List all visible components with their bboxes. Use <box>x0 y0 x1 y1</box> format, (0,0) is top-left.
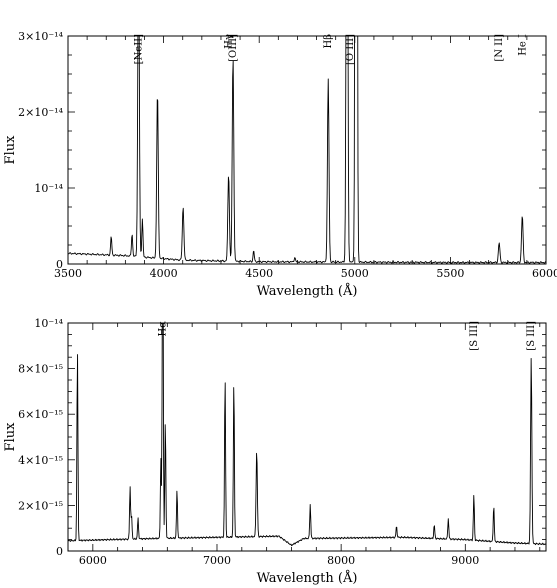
emission-line-label: [NeII] <box>134 34 145 64</box>
x-tick-label: 3500 <box>54 267 82 280</box>
x-tick-label: 6000 <box>532 267 557 280</box>
emission-line-label: Hα <box>158 321 169 337</box>
emission-line-label: [O III] <box>345 34 356 65</box>
y-tick-label: 0 <box>56 258 63 271</box>
x-tick-label: 8000 <box>327 554 355 567</box>
x-tick-label: 9000 <box>451 554 479 567</box>
y-axis-title: Flux <box>3 135 18 165</box>
emission-line-label: [N II] <box>494 34 505 62</box>
x-tick-label: 7000 <box>203 554 231 567</box>
y-tick-label: 8×10⁻¹⁵ <box>18 363 63 376</box>
y-tick-label: 2×10⁻¹⁵ <box>18 499 63 512</box>
y-tick-label: 6×10⁻¹⁵ <box>18 408 63 421</box>
x-axis-title: Wavelength (Å) <box>257 570 358 586</box>
y-tick-label: 3×10⁻¹⁴ <box>18 30 63 43</box>
spectrum-line <box>68 323 546 547</box>
y-tick-label: 4×10⁻¹⁵ <box>18 454 63 467</box>
top-spectrum-panel: 3500 4000 4500 5000 5500 6000 0 10⁻¹⁴ 2×10⁻¹⁴ 3×1… <box>3 30 557 299</box>
x-axis-title: Wavelength (Å) <box>257 283 358 299</box>
y-tick-label: 2×10⁻¹⁴ <box>18 106 63 119</box>
x-tick-label: 4500 <box>245 267 273 280</box>
x-tick-label: 6000 <box>79 554 107 567</box>
emission-line-label: Hβ <box>323 34 334 49</box>
y-tick-label: 10⁻¹⁴ <box>34 317 63 330</box>
bottom-spectrum-panel: 6000 7000 8000 9000 0 2×10⁻¹⁵ 4×10⁻¹⁵ 6×10⁻¹⁵ 8×… <box>3 317 547 586</box>
emission-line-label: [S III] <box>526 321 537 351</box>
y-axis-title: Flux <box>3 422 18 452</box>
y-tick-label: 0 <box>56 545 63 558</box>
x-tick-label: 5500 <box>436 267 464 280</box>
emission-line-label: [S III] <box>469 321 480 351</box>
x-tick-label: 5000 <box>341 267 369 280</box>
y-tick-label: 10⁻¹⁴ <box>34 182 63 195</box>
emission-line-label: He I <box>517 34 528 56</box>
x-tick-label: 4000 <box>150 267 178 280</box>
emission-line-label: [OIII] <box>228 34 239 62</box>
emission-line-label: Hγ <box>224 34 235 49</box>
spectrum-line <box>68 36 546 264</box>
